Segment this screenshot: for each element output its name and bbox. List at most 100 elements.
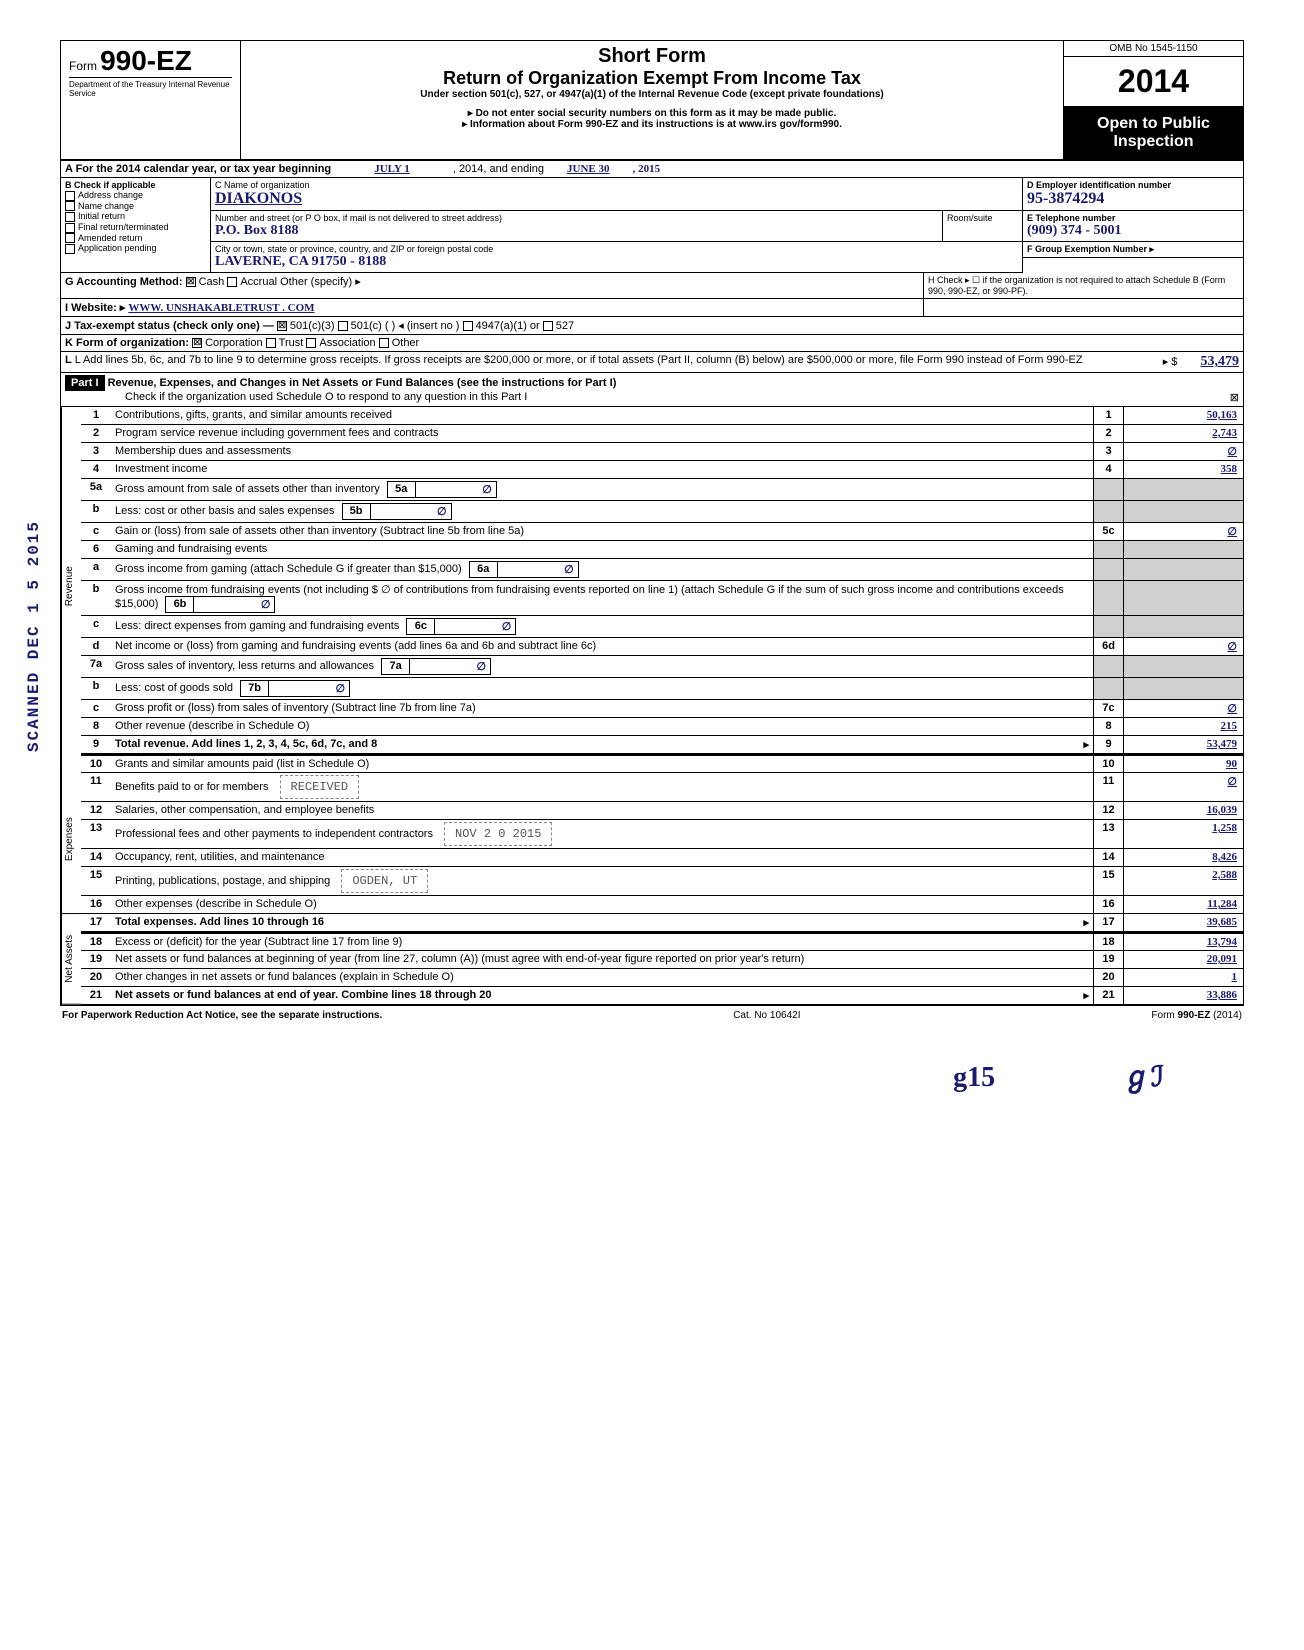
lbl-pending: Application pending <box>78 243 157 253</box>
line-num-l7b: b <box>81 678 111 699</box>
line-num-l16: 16 <box>81 896 111 913</box>
line-num-l3: 3 <box>81 443 111 460</box>
line-box-l1: 1 <box>1093 407 1123 424</box>
c-addr-label: Number and street (or P O box, if mail i… <box>215 213 938 223</box>
lbl-cash: Cash <box>199 276 225 288</box>
row-k: K Form of organization: ⊠Corporation Tru… <box>61 335 1243 352</box>
line-num-l6c: c <box>81 616 111 637</box>
chk-final[interactable] <box>65 223 75 233</box>
line-box-l11: 11 <box>1093 773 1123 801</box>
line-l11: 11Benefits paid to or for members RECEIV… <box>81 773 1243 802</box>
chk-501c3[interactable]: ⊠ <box>277 321 287 331</box>
line-num-l15: 15 <box>81 867 111 895</box>
line-l17: 17Total expenses. Add lines 10 through 1… <box>81 914 1243 932</box>
lbl-527: 527 <box>556 320 574 332</box>
line-num-l9: 9 <box>81 736 111 753</box>
h-text: H Check ▸ ☐ if the organization is not r… <box>923 273 1243 298</box>
line-l6a: aGross income from gaming (attach Schedu… <box>81 559 1243 581</box>
line-text-l8: Other revenue (describe in Schedule O) <box>111 718 1093 735</box>
lbl-other-method: Other (specify) ▸ <box>280 276 361 288</box>
line-val-shaded-l6a <box>1123 559 1243 580</box>
line-l4: 4Investment income4358 <box>81 461 1243 479</box>
line-val-shaded-l7b <box>1123 678 1243 699</box>
chk-name[interactable] <box>65 201 75 211</box>
chk-accrual[interactable] <box>227 277 237 287</box>
chk-assoc[interactable] <box>306 338 316 348</box>
line-l16: 16Other expenses (describe in Schedule O… <box>81 896 1243 914</box>
line-num-l7a: 7a <box>81 656 111 677</box>
line-box-l10: 10 <box>1093 756 1123 772</box>
line-val-l3: ∅ <box>1123 443 1243 460</box>
info-block: B Check if applicable Address change Nam… <box>61 178 1243 273</box>
line-box-l7c: 7c <box>1093 700 1123 717</box>
form-prefix: Form <box>69 59 97 73</box>
line-num-l20: 20 <box>81 969 111 986</box>
line-text-l18: Excess or (deficit) for the year (Subtra… <box>111 934 1093 950</box>
line-text-l6: Gaming and fundraising events <box>111 541 1093 558</box>
part1-title: Revenue, Expenses, and Changes in Net As… <box>108 377 617 389</box>
row-i: I Website: ▸ WWW. UNSHAKABLETRUST . COM <box>61 299 1243 317</box>
footer: For Paperwork Reduction Act Notice, see … <box>60 1006 1244 1025</box>
chk-527[interactable] <box>543 321 553 331</box>
netassets-label: Net Assets <box>61 914 81 1005</box>
line-val-shaded-l6c <box>1123 616 1243 637</box>
chk-other-org[interactable] <box>379 338 389 348</box>
received-stamp: RECEIVED <box>280 775 360 799</box>
line-box-shaded-l6c <box>1093 616 1123 637</box>
line-text-l5b: Less: cost or other basis and sales expe… <box>111 501 1093 522</box>
line-text-l9: Total revenue. Add lines 1, 2, 3, 4, 5c,… <box>111 736 1093 753</box>
c-room-label: Room/suite <box>942 211 1022 241</box>
l-value: 53,479 <box>1181 354 1240 369</box>
line-l1: 1Contributions, gifts, grants, and simil… <box>81 407 1243 425</box>
line-text-l3: Membership dues and assessments <box>111 443 1093 460</box>
line-box-shaded-l5b <box>1093 501 1123 522</box>
line-box-l20: 20 <box>1093 969 1123 986</box>
line-text-l6a: Gross income from gaming (attach Schedul… <box>111 559 1093 580</box>
line-l7b: bLess: cost of goods sold 7b∅ <box>81 678 1243 700</box>
chk-501c[interactable] <box>338 321 348 331</box>
tax-year: 2014 <box>1064 57 1243 107</box>
footer-left: For Paperwork Reduction Act Notice, see … <box>62 1010 382 1021</box>
lbl-corp: Corporation <box>205 337 262 349</box>
line-text-l5c: Gain or (loss) from sale of assets other… <box>111 523 1093 540</box>
chk-corp[interactable]: ⊠ <box>192 338 202 348</box>
line-text-l6c: Less: direct expenses from gaming and fu… <box>111 616 1093 637</box>
line-box-l12: 12 <box>1093 802 1123 819</box>
form-number: 990-EZ <box>100 45 192 76</box>
line-box-l8: 8 <box>1093 718 1123 735</box>
line-num-l5c: c <box>81 523 111 540</box>
line-l6: 6Gaming and fundraising events <box>81 541 1243 559</box>
line-text-l15: Printing, publications, postage, and shi… <box>111 867 1093 895</box>
line-text-l16: Other expenses (describe in Schedule O) <box>111 896 1093 913</box>
chk-address[interactable] <box>65 191 75 201</box>
line-l14: 14Occupancy, rent, utilities, and mainte… <box>81 849 1243 867</box>
lbl-accrual: Accrual <box>240 276 277 288</box>
revenue-label: Revenue <box>61 407 81 765</box>
line-val-l6d: ∅ <box>1123 638 1243 655</box>
line-box-shaded-l7a <box>1093 656 1123 677</box>
chk-initial[interactable] <box>65 212 75 222</box>
footer-right: Form 990-EZ (2014) <box>1151 1010 1242 1021</box>
period-end-year: , 2015 <box>633 163 661 175</box>
lbl-other-org: Other <box>392 337 420 349</box>
line-text-l14: Occupancy, rent, utilities, and maintena… <box>111 849 1093 866</box>
line-l9: 9Total revenue. Add lines 1, 2, 3, 4, 5c… <box>81 736 1243 754</box>
line-l6b: bGross income from fundraising events (n… <box>81 581 1243 616</box>
line-val-l15: 2,588 <box>1123 867 1243 895</box>
line-box-shaded-l6 <box>1093 541 1123 558</box>
line-box-l6d: 6d <box>1093 638 1123 655</box>
line-text-l20: Other changes in net assets or fund bala… <box>111 969 1093 986</box>
line-num-l17: 17 <box>81 914 111 931</box>
chk-cash[interactable]: ⊠ <box>186 277 196 287</box>
l-text: L Add lines 5b, 6c, and 7b to line 9 to … <box>75 354 1083 366</box>
line-num-l5a: 5a <box>81 479 111 500</box>
line-val-l14: 8,426 <box>1123 849 1243 866</box>
part1-check[interactable]: ⊠ <box>1230 391 1239 404</box>
chk-4947[interactable] <box>463 321 473 331</box>
chk-trust[interactable] <box>266 338 276 348</box>
line-val-l19: 20,091 <box>1123 951 1243 968</box>
chk-pending[interactable] <box>65 244 75 254</box>
chk-amended[interactable] <box>65 233 75 243</box>
line-val-l7c: ∅ <box>1123 700 1243 717</box>
line-num-l5b: b <box>81 501 111 522</box>
